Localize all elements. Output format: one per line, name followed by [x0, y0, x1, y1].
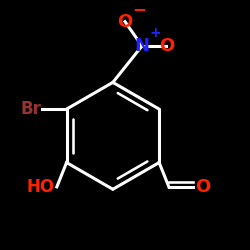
Text: −: − [133, 0, 146, 18]
Text: O: O [118, 13, 132, 31]
Text: Br: Br [20, 100, 41, 118]
Text: N: N [134, 37, 150, 55]
Text: HO: HO [26, 178, 54, 196]
Text: O: O [159, 37, 174, 55]
Text: O: O [196, 178, 211, 196]
Text: +: + [150, 26, 161, 40]
